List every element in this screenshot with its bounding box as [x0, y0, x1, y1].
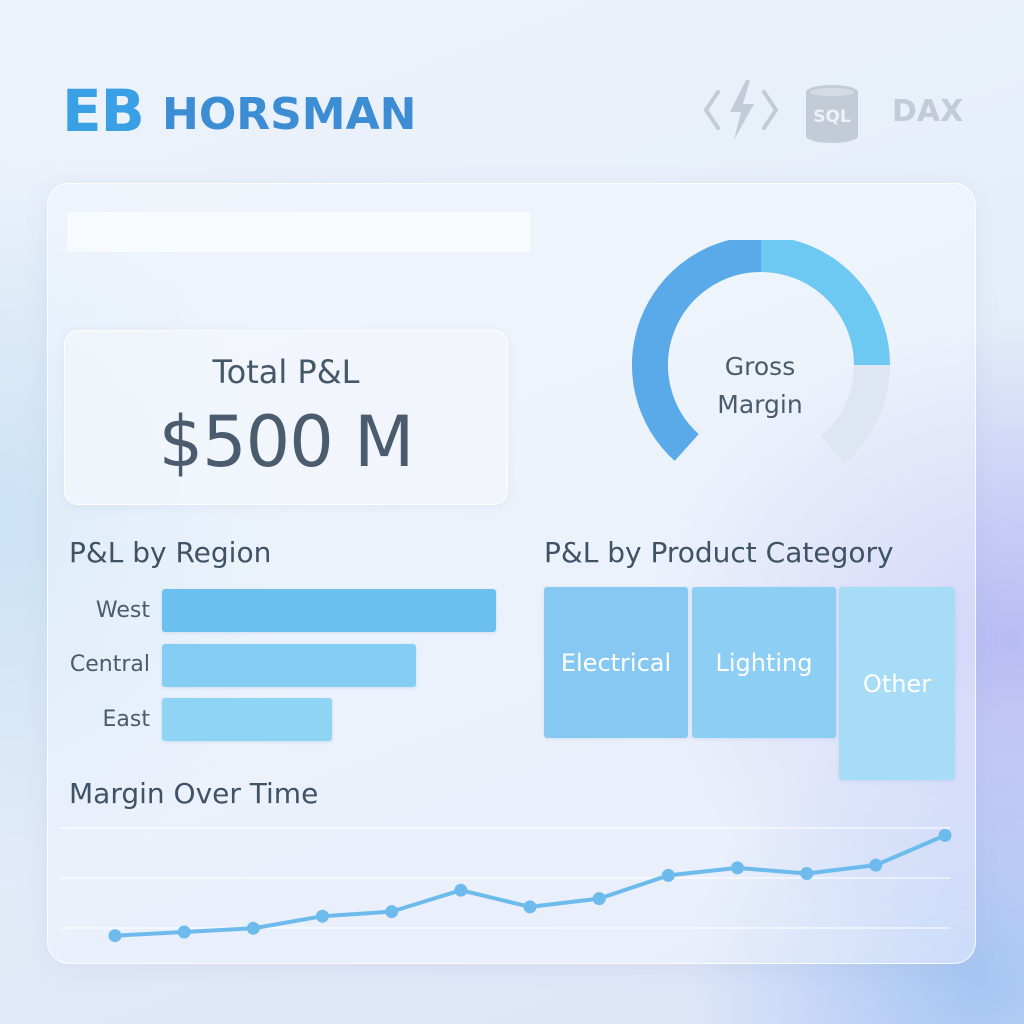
- title-placeholder: [67, 212, 530, 252]
- gauge-label-line2: Margin: [717, 390, 803, 419]
- brand-name: HORSMAN: [162, 89, 417, 140]
- margin-point-13[interactable]: [938, 828, 952, 842]
- sql-icon-label: SQL: [813, 107, 851, 127]
- kpi-label: Total P&L: [212, 353, 360, 391]
- margin-point-4[interactable]: [316, 909, 329, 923]
- product-tile-electrical[interactable]: Electrical: [544, 587, 688, 738]
- region-bar-central[interactable]: [162, 644, 416, 687]
- gross-margin-gauge[interactable]: Gross Margin: [620, 236, 900, 470]
- margin-point-7[interactable]: [523, 900, 537, 914]
- margin-series-points: [108, 828, 952, 943]
- kpi-value: $500 M: [158, 401, 415, 483]
- region-chart-title: P&L by Region: [69, 536, 272, 569]
- margin-series-line: [113, 833, 947, 938]
- function-app-icon: [704, 80, 778, 140]
- dax-label: DAX: [892, 94, 964, 129]
- gauge-svg: [631, 236, 890, 464]
- gauge-segment-remaining: [820, 364, 890, 464]
- margin-point-9[interactable]: [661, 868, 675, 882]
- margin-point-2[interactable]: [177, 925, 191, 939]
- tool-icons: SQL DAX: [704, 78, 974, 148]
- margin-point-1[interactable]: [108, 929, 122, 943]
- margin-point-3[interactable]: [246, 921, 260, 935]
- region-bar-label: West: [95, 598, 150, 623]
- product-tile-lighting[interactable]: Lighting: [692, 587, 836, 738]
- margin-point-5[interactable]: [385, 905, 399, 919]
- product-tile-other[interactable]: Other: [839, 587, 955, 780]
- region-bar-east[interactable]: [162, 698, 333, 741]
- gauge-label-line1: Gross: [724, 352, 796, 381]
- brand-initials: EB: [62, 77, 145, 145]
- dashboard-panel: [47, 183, 976, 964]
- sql-icon: SQL: [806, 85, 858, 143]
- line-chart-title: Margin Over Time: [69, 777, 319, 810]
- margin-point-12[interactable]: [869, 858, 883, 872]
- header: EB HORSMAN: [62, 80, 962, 142]
- gauge-segment-left: [631, 236, 762, 461]
- margin-point-6[interactable]: [454, 883, 468, 897]
- region-bar-label: East: [102, 707, 150, 732]
- margin-point-10[interactable]: [731, 861, 744, 875]
- region-bar-label: Central: [69, 652, 150, 677]
- margin-point-11[interactable]: [800, 867, 814, 880]
- total-pl-card[interactable]: Total P&L $500 M: [64, 330, 508, 505]
- gauge-segment-top-right: [760, 236, 890, 366]
- margin-point-8[interactable]: [592, 892, 606, 906]
- margin-line-chart: [60, 827, 952, 943]
- product-chart-title: P&L by Product Category: [544, 536, 894, 569]
- region-bar-west[interactable]: [162, 589, 496, 632]
